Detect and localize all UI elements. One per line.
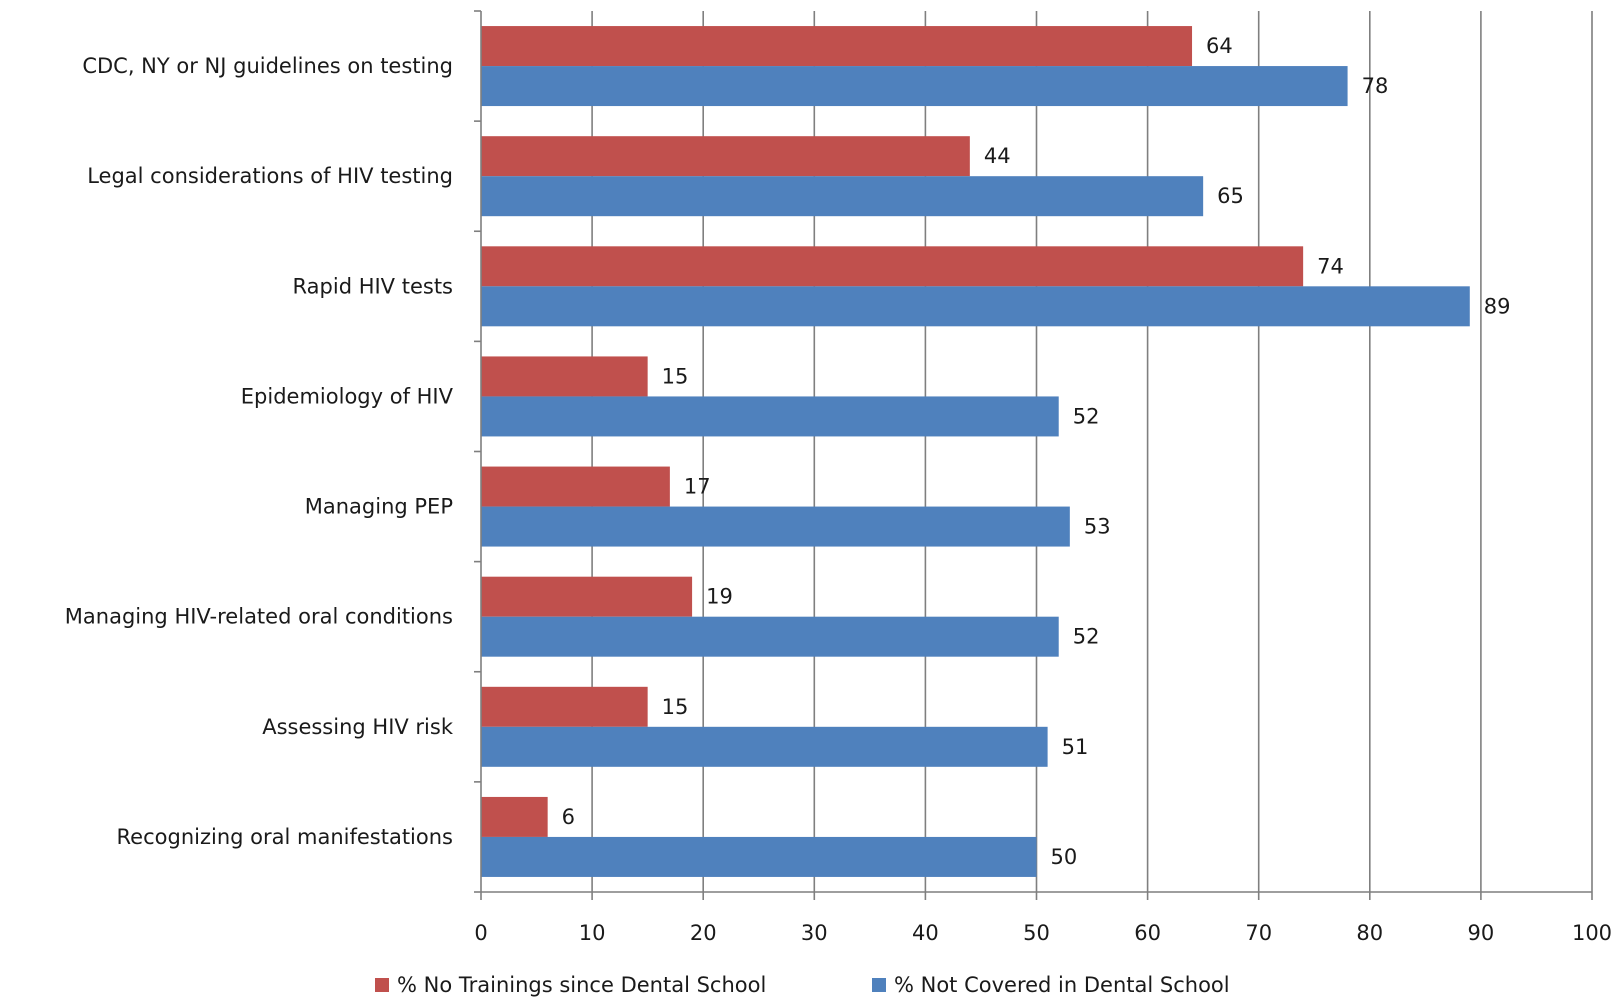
data-label: 6 [562, 805, 575, 829]
category-label: Recognizing oral manifestations [117, 825, 453, 849]
data-label: 65 [1217, 184, 1244, 208]
category-label: Epidemiology of HIV [241, 384, 454, 408]
data-label: 50 [1051, 845, 1078, 869]
bar-not-covered [481, 396, 1059, 437]
category-label: Assessing HIV risk [262, 715, 454, 739]
data-label: 74 [1317, 254, 1344, 278]
x-tick-label: 50 [1023, 921, 1050, 945]
data-label: 64 [1206, 34, 1233, 58]
category-label: Legal considerations of HIV testing [87, 164, 453, 188]
bar-no-trainings [481, 246, 1304, 287]
x-tick-label: 10 [579, 921, 606, 945]
data-label: 17 [684, 475, 711, 499]
x-tick-label: 100 [1572, 921, 1612, 945]
data-label: 78 [1362, 74, 1389, 98]
bar-no-trainings [481, 356, 648, 397]
data-label: 89 [1484, 294, 1511, 318]
x-tick-label: 60 [1134, 921, 1161, 945]
category-label: Rapid HIV tests [293, 274, 453, 298]
x-tick-label: 30 [801, 921, 828, 945]
data-label: 53 [1084, 515, 1111, 539]
x-tick-label: 20 [690, 921, 717, 945]
x-tick-label: 90 [1468, 921, 1495, 945]
bar-not-covered [481, 176, 1204, 217]
bar-no-trainings [481, 796, 548, 837]
data-label: 44 [984, 144, 1011, 168]
bar-not-covered [481, 616, 1059, 657]
data-label: 15 [662, 695, 689, 719]
bar-not-covered [481, 836, 1037, 877]
bar-no-trainings [481, 136, 970, 177]
legend-swatch [375, 978, 389, 992]
bar-no-trainings [481, 26, 1193, 67]
bar-not-covered [481, 726, 1048, 767]
data-label: 52 [1073, 625, 1100, 649]
category-label: CDC, NY or NJ guidelines on testing [82, 54, 453, 78]
bar-no-trainings [481, 466, 670, 507]
legend-label: % No Trainings since Dental School [397, 973, 766, 997]
legend-label: % Not Covered in Dental School [894, 973, 1230, 997]
bar-not-covered [481, 506, 1070, 547]
x-tick-label: 70 [1245, 921, 1272, 945]
category-label: Managing PEP [305, 495, 453, 519]
data-label: 19 [706, 585, 733, 609]
data-label: 15 [662, 364, 689, 388]
legend-swatch [872, 978, 886, 992]
bar-no-trainings [481, 576, 693, 617]
category-label: Managing HIV-related oral conditions [65, 605, 453, 629]
data-label: 51 [1062, 735, 1089, 759]
legend: % No Trainings since Dental School % Not … [375, 973, 1230, 997]
bar-not-covered [481, 286, 1470, 327]
x-tick-label: 80 [1356, 921, 1383, 945]
bar-not-covered [481, 66, 1348, 107]
x-tick-label: 40 [912, 921, 939, 945]
labels: 0 10 20 30 40 50 60 70 80 90 100 64 78 CDC, NY or NJ … [65, 34, 1612, 945]
bars [481, 26, 1470, 877]
data-label: 52 [1073, 404, 1100, 428]
x-tick-label: 0 [474, 921, 487, 945]
axes [474, 10, 1593, 900]
bar-no-trainings [481, 686, 648, 727]
